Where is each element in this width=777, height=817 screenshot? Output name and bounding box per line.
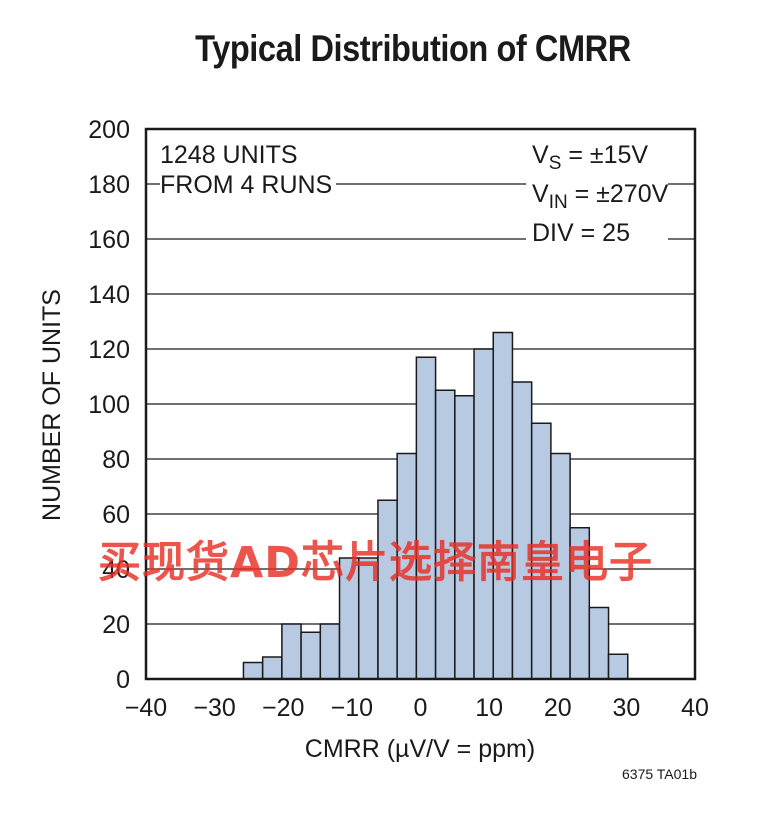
histogram-bar: [261, 656, 283, 680]
chart-title: Typical Distribution of CMRR: [195, 28, 631, 69]
histogram-bar: [473, 348, 494, 680]
x-tick-label: 40: [681, 694, 709, 722]
y-tick-label: 100: [88, 391, 130, 419]
annotation-vin: VIN = ±270V: [532, 180, 669, 213]
x-tick-label: 0: [414, 694, 428, 722]
histogram-bars: [242, 331, 629, 680]
x-axis-label: CMRR (µV/V = ppm): [305, 735, 535, 763]
y-tick-label: 160: [88, 226, 130, 254]
annotation-units: 1248 UNITS: [160, 141, 298, 169]
y-axis-ticks: 0 20 40 60 80 100 120 140 160 180 200: [88, 116, 130, 694]
x-tick-label: −10: [331, 694, 373, 722]
figure-id: 6375 TA01b: [622, 766, 697, 782]
histogram-bar: [607, 653, 629, 680]
y-tick-label: 0: [116, 666, 130, 694]
y-tick-label: 20: [102, 611, 130, 639]
y-tick-label: 80: [102, 446, 130, 474]
histogram-bar: [281, 623, 302, 680]
x-tick-label: −40: [125, 694, 167, 722]
histogram-bar: [242, 661, 264, 680]
histogram-bar: [319, 623, 341, 680]
x-tick-label: 10: [475, 694, 503, 722]
histogram-bar: [588, 606, 610, 680]
annotation-vs: VS = ±15V: [532, 141, 649, 174]
annotation-runs: FROM 4 RUNS: [160, 171, 333, 199]
y-tick-label: 120: [88, 336, 130, 364]
y-tick-label: 40: [102, 556, 130, 584]
x-tick-label: 30: [612, 694, 640, 722]
x-tick-label: −30: [193, 694, 235, 722]
y-tick-label: 60: [102, 501, 130, 529]
conditions-annotation: VS = ±15V VIN = ±270V DIV = 25: [526, 140, 669, 248]
y-axis-label: NUMBER OF UNITS: [38, 289, 66, 521]
plot-frame: [144, 127, 697, 681]
x-axis-ticks: −40 −30 −20 −10 0 10 20 30 40: [125, 694, 709, 722]
watermark-text: 买现货AD芯片选择南皇电子: [98, 538, 653, 588]
x-tick-label: −20: [262, 694, 304, 722]
histogram-bar: [492, 331, 514, 680]
histogram-bar: [415, 356, 437, 680]
y-tick-label: 140: [88, 281, 130, 309]
annotation-div: DIV = 25: [532, 219, 630, 247]
y-tick-label: 180: [88, 171, 130, 199]
units-annotation: 1248 UNITS FROM 4 RUNS: [160, 140, 337, 200]
x-tick-label: 20: [544, 694, 572, 722]
histogram-bar: [300, 631, 322, 680]
y-tick-label: 200: [88, 116, 130, 144]
